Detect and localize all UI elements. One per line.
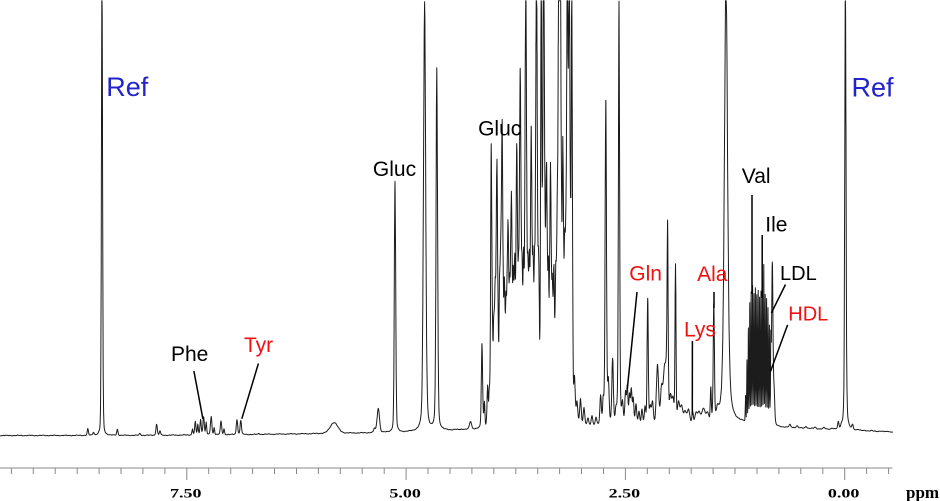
svg-text:Lys: Lys: [684, 318, 716, 341]
svg-text:Gluc: Gluc: [373, 158, 416, 181]
svg-text:Ref: Ref: [106, 72, 149, 102]
svg-text:Tyr: Tyr: [244, 334, 273, 357]
svg-text:7.50: 7.50: [170, 486, 202, 501]
svg-text:2.50: 2.50: [609, 486, 641, 501]
svg-text:Gln: Gln: [629, 263, 662, 286]
svg-text:ppm: ppm: [906, 483, 939, 501]
svg-text:0.00: 0.00: [828, 486, 860, 501]
svg-text:Ile: Ile: [765, 214, 787, 237]
svg-text:HDL: HDL: [788, 303, 828, 325]
svg-text:Gluc: Gluc: [478, 117, 521, 140]
svg-text:Phe: Phe: [171, 343, 208, 366]
svg-text:Ala: Ala: [697, 263, 728, 286]
svg-text:Ref: Ref: [852, 73, 895, 103]
svg-text:5.00: 5.00: [389, 486, 421, 501]
svg-text:LDL: LDL: [780, 263, 817, 285]
svg-text:Val: Val: [742, 165, 771, 188]
